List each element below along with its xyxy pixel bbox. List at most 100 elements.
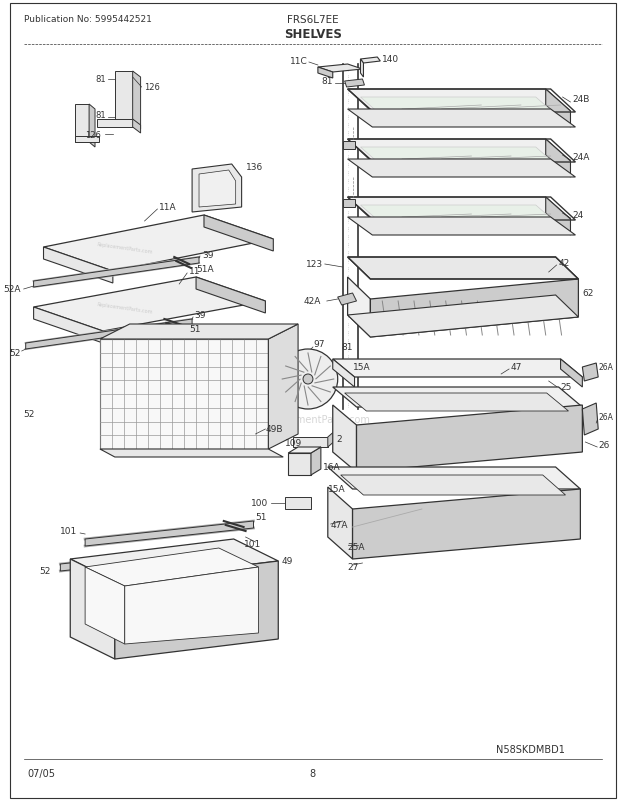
Text: N58SKDMBD1: N58SKDMBD1: [497, 744, 565, 754]
Text: 39: 39: [194, 311, 206, 320]
Text: 51: 51: [189, 325, 201, 334]
Polygon shape: [348, 296, 578, 338]
Text: 101: 101: [244, 540, 261, 549]
Text: 136: 136: [246, 164, 263, 172]
Text: 11: 11: [189, 267, 201, 276]
Polygon shape: [348, 140, 570, 162]
Polygon shape: [268, 325, 298, 449]
Polygon shape: [546, 90, 570, 128]
Text: ReplacementParts.com: ReplacementParts.com: [97, 302, 153, 314]
Polygon shape: [285, 497, 311, 509]
Polygon shape: [333, 406, 356, 472]
Text: 47A: 47A: [330, 520, 348, 530]
Polygon shape: [356, 406, 582, 472]
Text: Publication No: 5995442521: Publication No: 5995442521: [24, 15, 151, 25]
Polygon shape: [560, 359, 582, 387]
Polygon shape: [582, 363, 598, 382]
Polygon shape: [360, 206, 559, 225]
Polygon shape: [348, 90, 570, 111]
Polygon shape: [204, 216, 273, 252]
Text: FRS6L7EE: FRS6L7EE: [287, 15, 339, 25]
Polygon shape: [345, 394, 569, 411]
Polygon shape: [133, 119, 141, 134]
Text: 11A: 11A: [159, 203, 177, 213]
Text: 126: 126: [85, 131, 101, 140]
Polygon shape: [43, 248, 113, 284]
Text: 24A: 24A: [572, 153, 590, 162]
Polygon shape: [328, 468, 580, 489]
Polygon shape: [582, 403, 598, 435]
Polygon shape: [328, 431, 335, 448]
Text: 81: 81: [342, 343, 353, 352]
Polygon shape: [75, 137, 99, 143]
Text: 26: 26: [598, 441, 609, 450]
Text: 15A: 15A: [353, 363, 370, 372]
Polygon shape: [115, 72, 133, 124]
Text: 15A: 15A: [328, 485, 345, 494]
Text: 81: 81: [95, 75, 105, 84]
Polygon shape: [196, 277, 265, 314]
Polygon shape: [85, 567, 125, 644]
Polygon shape: [60, 546, 229, 571]
Polygon shape: [33, 277, 265, 331]
Polygon shape: [338, 294, 356, 306]
Text: ReplacementParts.com: ReplacementParts.com: [257, 415, 370, 424]
Polygon shape: [360, 58, 380, 64]
Text: 24B: 24B: [572, 95, 590, 104]
Polygon shape: [328, 488, 353, 559]
Text: 26A: 26A: [598, 363, 613, 372]
Polygon shape: [125, 567, 259, 644]
Text: 25A: 25A: [348, 543, 365, 552]
Text: 26A: 26A: [598, 413, 613, 422]
Polygon shape: [333, 387, 582, 407]
Text: 49B: 49B: [265, 425, 283, 434]
Polygon shape: [318, 65, 363, 73]
Text: 25: 25: [560, 383, 572, 392]
Text: 07/05: 07/05: [28, 768, 56, 778]
Text: 52: 52: [9, 349, 20, 358]
Text: 51: 51: [255, 512, 267, 522]
Polygon shape: [340, 476, 565, 496]
Text: 11C: 11C: [290, 58, 308, 67]
Polygon shape: [70, 559, 115, 659]
Polygon shape: [100, 449, 283, 457]
Text: 123: 123: [306, 260, 323, 269]
Polygon shape: [360, 60, 363, 78]
Text: 24: 24: [572, 211, 583, 221]
Polygon shape: [97, 119, 133, 128]
Polygon shape: [293, 437, 328, 448]
Circle shape: [278, 350, 338, 410]
Polygon shape: [348, 198, 570, 220]
Polygon shape: [75, 105, 89, 143]
Text: 16A: 16A: [323, 463, 340, 472]
Polygon shape: [333, 359, 355, 387]
Text: 81: 81: [95, 111, 105, 119]
Text: 42: 42: [559, 259, 570, 268]
Text: 49: 49: [281, 557, 293, 565]
Polygon shape: [348, 160, 575, 178]
Polygon shape: [133, 72, 141, 130]
Polygon shape: [115, 561, 278, 659]
Circle shape: [303, 375, 313, 384]
Text: SHELVES: SHELVES: [284, 28, 342, 42]
Polygon shape: [89, 105, 95, 148]
Text: ReplacementParts.com: ReplacementParts.com: [97, 241, 153, 254]
Polygon shape: [33, 257, 199, 288]
Polygon shape: [288, 453, 311, 476]
Text: 101: 101: [60, 527, 78, 536]
Polygon shape: [343, 200, 355, 208]
Polygon shape: [360, 148, 559, 168]
Text: 81: 81: [321, 78, 333, 87]
Polygon shape: [85, 521, 254, 546]
Text: 27: 27: [348, 563, 359, 572]
Text: 42A: 42A: [303, 297, 321, 306]
Text: 47: 47: [511, 363, 523, 372]
Text: 39: 39: [202, 250, 213, 259]
Text: 52: 52: [39, 567, 50, 576]
Polygon shape: [100, 325, 298, 339]
Text: 8: 8: [310, 768, 316, 778]
Text: 52: 52: [24, 410, 35, 419]
Polygon shape: [288, 448, 321, 453]
Text: 100: 100: [251, 499, 268, 508]
Polygon shape: [333, 359, 582, 378]
